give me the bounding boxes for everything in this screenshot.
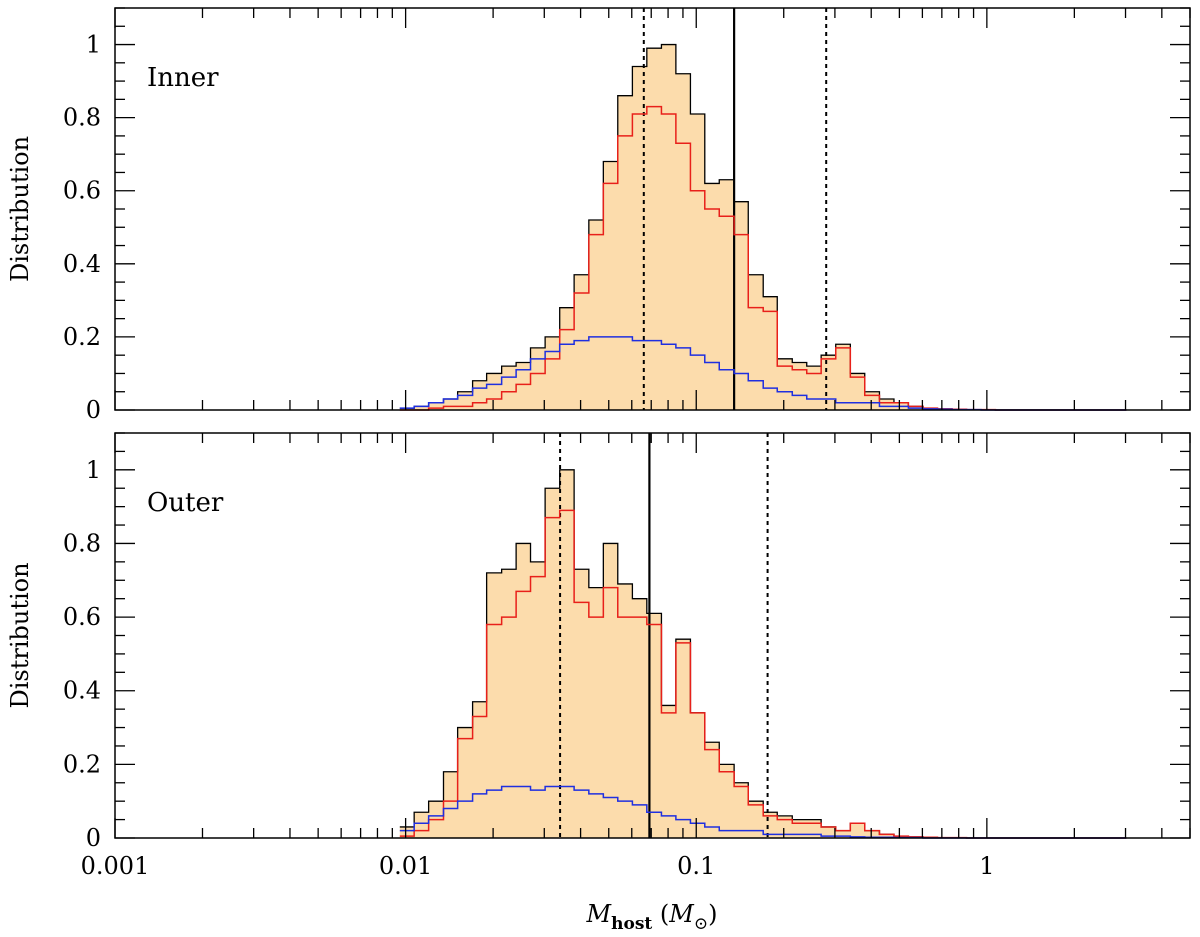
y-tick-label: 0 xyxy=(86,824,101,852)
y-tick-label: 0.8 xyxy=(63,104,101,132)
y-tick-label: 0.8 xyxy=(63,529,101,557)
x-tick-label: 1 xyxy=(979,852,994,880)
panel-label: Inner xyxy=(147,63,219,93)
x-tick-label: 0.01 xyxy=(379,852,432,880)
total-fill xyxy=(399,469,1127,838)
outer-panel: 0 0.2 0.4 0.6 0.8 1 0.001 0.01 0.1 1 Distribution O… xyxy=(6,432,1191,880)
y-tick-label: 0.4 xyxy=(63,250,101,278)
x-axis-title: Mhost (M⊙) xyxy=(586,900,718,934)
y-tick-label: 0.2 xyxy=(63,750,101,778)
y-axis-title: Distribution xyxy=(6,136,34,282)
y-tick-label: 0.6 xyxy=(63,603,101,631)
y-tick-label: 1 xyxy=(86,456,101,484)
x-tick-label: 0.001 xyxy=(81,852,150,880)
x-tick-label: 0.1 xyxy=(677,852,715,880)
y-axis-title: Distribution xyxy=(6,562,34,708)
y-tick-label: 0.2 xyxy=(63,323,101,351)
y-tick-label: 0 xyxy=(86,396,101,424)
y-tick-label: 0.4 xyxy=(63,677,101,705)
inner-panel: 0 0.2 0.4 0.6 0.8 1 Distribution Inner xyxy=(6,7,1191,424)
y-tick-label: 0.6 xyxy=(63,177,101,205)
total-fill xyxy=(399,44,1127,410)
y-tick-label: 1 xyxy=(86,31,101,59)
panel-label: Outer xyxy=(147,488,224,518)
